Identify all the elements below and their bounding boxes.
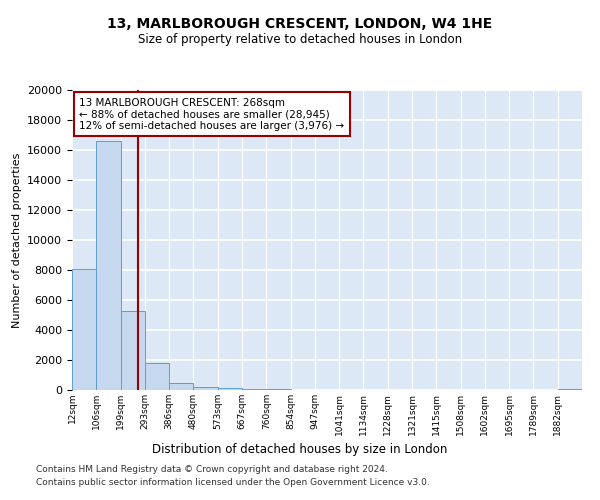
Bar <box>121 310 145 390</box>
Text: Contains public sector information licensed under the Open Government Licence v3: Contains public sector information licen… <box>36 478 430 487</box>
Bar <box>145 362 169 390</box>
Bar <box>558 388 582 390</box>
Bar <box>193 387 218 390</box>
Bar <box>218 388 242 390</box>
Text: Contains HM Land Registry data © Crown copyright and database right 2024.: Contains HM Land Registry data © Crown c… <box>36 466 388 474</box>
Bar <box>72 269 96 390</box>
Bar <box>242 389 266 390</box>
Text: Size of property relative to detached houses in London: Size of property relative to detached ho… <box>138 32 462 46</box>
Bar <box>169 383 193 390</box>
Y-axis label: Number of detached properties: Number of detached properties <box>11 152 22 328</box>
Text: 13, MARLBOROUGH CRESCENT, LONDON, W4 1HE: 13, MARLBOROUGH CRESCENT, LONDON, W4 1HE <box>107 18 493 32</box>
Text: 13 MARLBOROUGH CRESCENT: 268sqm
← 88% of detached houses are smaller (28,945)
12: 13 MARLBOROUGH CRESCENT: 268sqm ← 88% of… <box>79 98 344 130</box>
Text: Distribution of detached houses by size in London: Distribution of detached houses by size … <box>152 442 448 456</box>
Bar <box>266 389 290 390</box>
Bar <box>96 141 121 390</box>
